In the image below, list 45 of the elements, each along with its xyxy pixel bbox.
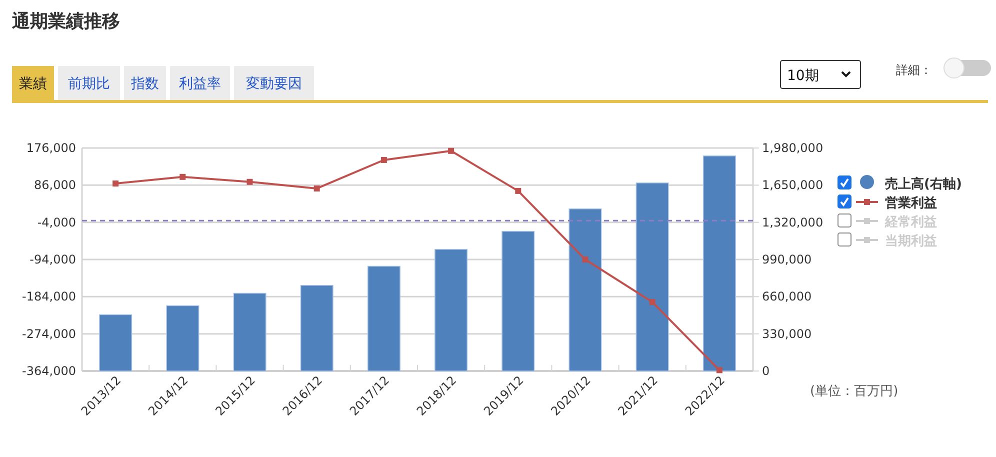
point bbox=[515, 188, 522, 194]
point bbox=[649, 299, 656, 306]
point bbox=[582, 256, 588, 262]
y-tick-label: 86,000 bbox=[34, 178, 76, 192]
bar bbox=[166, 305, 200, 372]
point bbox=[246, 178, 253, 185]
chart-title: 通期業績推移 bbox=[11, 11, 120, 32]
text: (単位：百万円) bbox=[810, 384, 898, 399]
y2-tick-label: 330,000 bbox=[762, 326, 812, 341]
y-tick-label: -184,000 bbox=[22, 290, 76, 304]
point bbox=[448, 148, 454, 154]
bar bbox=[300, 285, 334, 372]
bar bbox=[367, 266, 400, 372]
bar bbox=[233, 292, 266, 372]
text: 詳細： bbox=[896, 63, 932, 77]
point bbox=[314, 185, 320, 192]
tab: 業績 bbox=[12, 66, 54, 100]
y2-tick-label: 990,000 bbox=[762, 252, 812, 266]
y-tick-label: -4,000 bbox=[37, 215, 76, 230]
y-tick-label: -94,000 bbox=[30, 252, 76, 266]
y2-tick-label: 1,650,000 bbox=[762, 178, 824, 192]
point bbox=[112, 180, 119, 187]
tab: 変動要因 bbox=[234, 66, 314, 100]
bar bbox=[502, 230, 535, 372]
bar bbox=[636, 182, 669, 372]
bar bbox=[568, 208, 602, 372]
bar bbox=[702, 155, 736, 372]
tab: 利益率 bbox=[170, 66, 230, 100]
period-select: 10期 bbox=[780, 60, 861, 89]
y-tick-label: -274,000 bbox=[22, 326, 76, 341]
tab: 前期比 bbox=[58, 66, 120, 100]
bar bbox=[99, 314, 132, 372]
bar bbox=[434, 248, 468, 372]
y2-tick-label: 1,980,000 bbox=[762, 141, 824, 155]
y-tick-label: 176,000 bbox=[26, 141, 76, 155]
legend-label: 売上高(右軸) bbox=[885, 176, 962, 192]
y2-tick-label: 660,000 bbox=[762, 290, 812, 304]
point bbox=[180, 174, 186, 180]
y2-tick-label: 0 bbox=[762, 364, 770, 378]
point bbox=[716, 367, 722, 374]
y2-tick-label: 1,320,000 bbox=[762, 215, 824, 230]
tab: 指数 bbox=[124, 66, 166, 100]
legend-label: 営業利益 bbox=[885, 195, 937, 211]
point bbox=[380, 156, 387, 163]
y-tick-label: -364,000 bbox=[22, 364, 76, 378]
